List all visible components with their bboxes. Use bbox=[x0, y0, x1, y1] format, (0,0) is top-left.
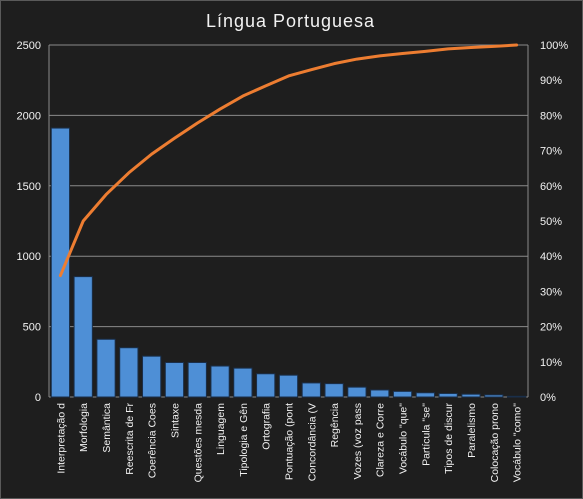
bar bbox=[370, 389, 390, 398]
bar bbox=[210, 365, 230, 398]
x-tick-label: Vocábulo "que" bbox=[398, 403, 410, 474]
bar bbox=[392, 390, 413, 398]
bar bbox=[50, 127, 71, 398]
bar bbox=[506, 395, 527, 398]
y-tick-label: 1500 bbox=[17, 181, 41, 193]
bar bbox=[73, 276, 93, 398]
y2-tick-label: 100% bbox=[540, 40, 568, 52]
x-tick-label: Pontuação (pont bbox=[284, 403, 296, 480]
y-tick-label: 500 bbox=[23, 322, 41, 334]
x-tick-label: Reescrita de Fr bbox=[124, 403, 136, 475]
x-tick-label: Vocábulo "como" bbox=[512, 403, 524, 483]
y2-tick-label: 70% bbox=[540, 146, 562, 158]
y-tick-label: 2500 bbox=[17, 40, 41, 52]
y-tick-label: 0 bbox=[35, 392, 41, 404]
bar bbox=[164, 362, 185, 398]
bar bbox=[119, 347, 139, 398]
bar bbox=[461, 393, 481, 398]
bar bbox=[438, 392, 458, 398]
x-tick-label: Coerência Coes bbox=[147, 403, 159, 478]
x-tick-label: Vozes (voz pass bbox=[352, 403, 364, 479]
x-tick-label: Semântica bbox=[101, 403, 113, 453]
bar bbox=[347, 386, 367, 398]
x-tick-label: Clareza e Corre bbox=[375, 403, 387, 477]
bar bbox=[187, 362, 207, 398]
x-tick-label: Regência bbox=[329, 403, 341, 448]
x-tick-label: Tipos de discur bbox=[443, 403, 455, 474]
bar bbox=[233, 367, 253, 398]
y-tick-label: 2000 bbox=[17, 110, 41, 122]
y2-tick-label: 90% bbox=[540, 75, 562, 87]
chart-title: Língua Portuguesa bbox=[206, 11, 375, 31]
y2-tick-label: 60% bbox=[540, 181, 562, 193]
bar bbox=[96, 338, 116, 398]
y-tick-label: 1000 bbox=[17, 251, 41, 263]
cumulative-line bbox=[58, 43, 519, 278]
bar bbox=[256, 373, 276, 398]
bar bbox=[278, 374, 299, 398]
y2-tick-label: 0% bbox=[540, 392, 556, 404]
x-tick-label: Tipologia e Gên bbox=[238, 403, 250, 477]
y2-tick-label: 50% bbox=[540, 216, 562, 228]
x-tick-label: Interpretação d bbox=[55, 403, 67, 474]
y2-tick-label: 10% bbox=[540, 357, 562, 369]
x-tick-label: Questões mesda bbox=[192, 403, 204, 483]
y2-tick-label: 40% bbox=[540, 251, 562, 263]
bar bbox=[484, 394, 504, 398]
x-tick-label: Sintaxe bbox=[169, 403, 181, 438]
x-tick-label: Partícula "se" bbox=[420, 403, 432, 466]
y2-tick-label: 80% bbox=[540, 110, 562, 122]
x-tick-label: Concordância (V bbox=[306, 403, 318, 481]
x-tick-label: Paralelismo bbox=[466, 403, 478, 458]
x-tick-label: Linguagem bbox=[215, 403, 227, 455]
x-tick-label: Ortografia bbox=[261, 403, 273, 450]
x-tick-label: Morfologia bbox=[78, 403, 90, 452]
x-tick-label: Colocação prono bbox=[489, 403, 501, 483]
y2-tick-label: 20% bbox=[540, 322, 562, 334]
bar bbox=[301, 382, 321, 398]
y2-tick-label: 30% bbox=[540, 286, 562, 298]
bar bbox=[324, 383, 344, 398]
bar bbox=[415, 392, 435, 398]
bar bbox=[142, 355, 162, 398]
